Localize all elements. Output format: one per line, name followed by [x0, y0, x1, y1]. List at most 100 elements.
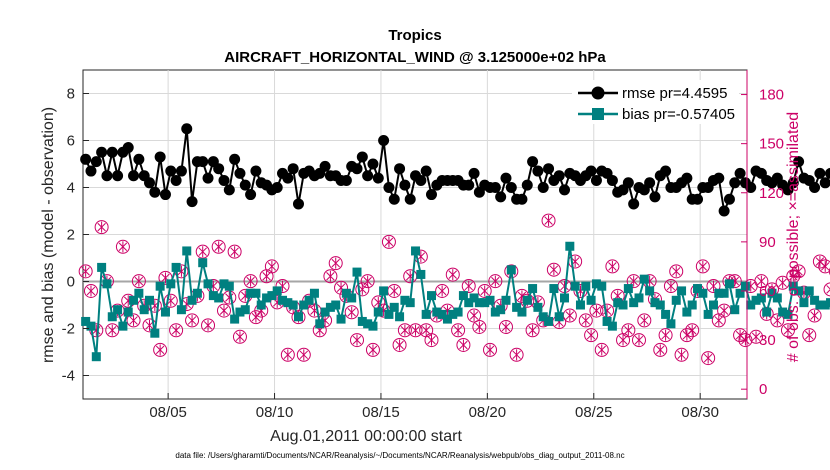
y-tick-label: -2 [62, 321, 75, 338]
bias-point [203, 279, 213, 289]
obs-possible-marker [812, 254, 827, 269]
obs-assimilated-marker [411, 324, 420, 336]
obs-possible-marker [451, 323, 466, 338]
rmse-point [149, 186, 161, 198]
obs-assimilated-marker [687, 324, 697, 336]
obs-possible-marker [770, 313, 785, 328]
bias-point [240, 305, 250, 315]
obs-assimilated-marker [549, 264, 559, 276]
bias-point [693, 284, 703, 294]
obs-assimilated-marker [528, 324, 537, 336]
obs-assimilated-marker [512, 349, 521, 361]
obs-assimilated-marker [501, 321, 511, 333]
obs-assimilated-marker [331, 257, 340, 269]
bias-point [629, 298, 639, 308]
y-tick-label: 8 [67, 86, 75, 103]
obs-assimilated-marker [134, 275, 144, 287]
obs-possible-marker [435, 283, 450, 298]
obs-assimilated-marker [703, 352, 713, 364]
bias-point [187, 295, 197, 305]
bias-point [554, 312, 564, 322]
obs-possible-marker [280, 347, 295, 362]
rmse-point [681, 172, 693, 184]
obs-assimilated-marker [656, 344, 665, 356]
obs-assimilated-marker [698, 260, 708, 272]
bias-point [751, 295, 761, 305]
bias-point [384, 309, 394, 319]
rmse-point [383, 182, 395, 193]
obs-assimilated-marker [661, 329, 670, 341]
rmse-point [585, 165, 597, 177]
bias-point [320, 307, 330, 317]
rmse-point [532, 165, 544, 177]
bias-point [341, 288, 351, 298]
obs-possible-marker [78, 264, 93, 279]
obs-assimilated-marker [491, 275, 500, 287]
obs-assimilated-marker [544, 215, 553, 227]
obs-assimilated-marker [219, 305, 229, 317]
bias-point [469, 293, 479, 303]
x-tick-label: 08/10 [256, 404, 294, 421]
bias-point [331, 300, 341, 310]
rmse-point [388, 193, 400, 205]
y2-tick-label: 90 [759, 234, 776, 251]
obs-assimilated-marker [187, 314, 197, 326]
bias-point [458, 291, 468, 301]
rmse-point [559, 184, 571, 196]
obs-possible-marker [828, 267, 830, 276]
rmse-point [590, 174, 602, 186]
rmse-point [319, 160, 331, 172]
obs-assimilated-marker [145, 319, 154, 331]
bias-point [272, 286, 282, 296]
bias-point [788, 281, 798, 291]
obs-assimilated-marker [794, 265, 803, 277]
obs-assimilated-marker [719, 305, 729, 317]
bias-point [501, 295, 511, 305]
bias-point [496, 305, 506, 315]
obs-possible-marker [115, 239, 130, 254]
y-axis-label: rmse and bias (model - observation) [40, 107, 57, 363]
rmse-point [543, 163, 555, 175]
bias-point [538, 312, 548, 322]
bias-point [150, 328, 160, 338]
bias-point [304, 295, 314, 305]
bias-point [288, 300, 298, 310]
bias-point [283, 298, 293, 308]
bias-point [772, 293, 782, 303]
rmse-point [202, 172, 214, 184]
obs-possible-marker [578, 313, 593, 328]
bias-point [746, 300, 756, 310]
rmse-point [175, 165, 187, 177]
obs-possible-marker [397, 323, 412, 338]
legend-rmse-label: rmse pr=4.4595 [622, 85, 727, 102]
obs-possible-marker [483, 342, 498, 357]
bias-point [719, 288, 729, 298]
obs-assimilated-marker [480, 285, 489, 297]
bias-point [560, 293, 570, 303]
obs-possible-marker [227, 244, 242, 259]
bias-point [267, 291, 277, 301]
rmse-point [425, 189, 437, 201]
obs-assimilated-marker [773, 314, 782, 326]
rmse-point [649, 191, 661, 203]
bias-point [485, 295, 495, 305]
obs-assimilated-marker [565, 310, 575, 322]
y2-tick-label: 30 [759, 332, 776, 349]
bias-point [437, 309, 447, 319]
obs-assimilated-marker [581, 314, 591, 326]
bias-point [299, 300, 309, 310]
obs-assimilated-marker [97, 221, 106, 233]
bias-point [379, 286, 389, 296]
rmse-point [165, 165, 177, 177]
bias-point [411, 246, 421, 256]
bias-point [671, 295, 681, 305]
obs-assimilated-marker [815, 256, 825, 268]
bias-point [597, 281, 607, 291]
obs-possible-marker [360, 274, 375, 289]
bias-point [442, 314, 452, 324]
rmse-point [133, 153, 145, 165]
obs-assimilated-marker [448, 269, 458, 281]
bias-point [544, 316, 554, 326]
rmse-point [745, 182, 757, 193]
